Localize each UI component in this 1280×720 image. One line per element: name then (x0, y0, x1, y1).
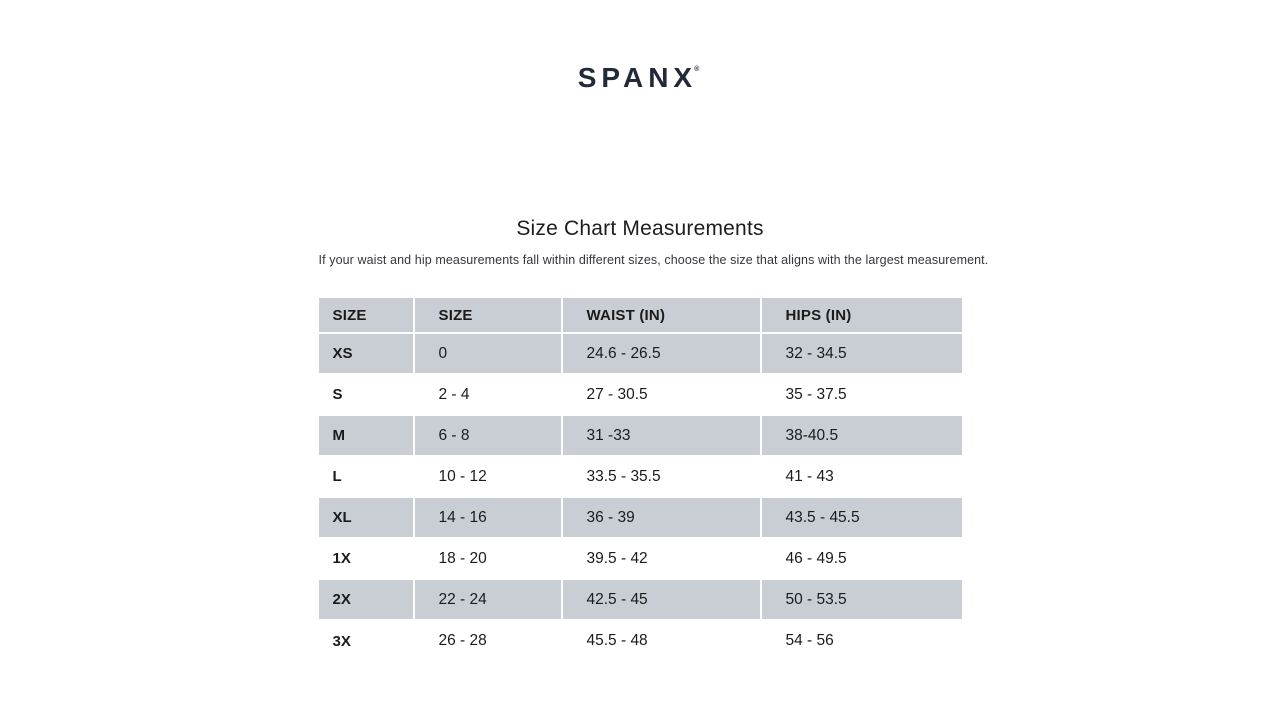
cell-size-label: 2X (318, 579, 415, 621)
cell-size-range: 0 (413, 333, 563, 375)
cell-size-label: L (318, 456, 415, 498)
cell-hips: 32 - 34.5 (760, 333, 962, 375)
cell-waist: 39.5 - 42 (561, 538, 762, 580)
size-guidance-note: If your waist and hip measurements fall … (318, 253, 989, 267)
cell-waist: 31 -33 (561, 415, 762, 457)
cell-waist: 24.6 - 26.5 (561, 333, 762, 375)
cell-size-range: 26 - 28 (413, 620, 563, 661)
cell-hips: 35 - 37.5 (760, 374, 962, 416)
cell-size-label: S (318, 374, 415, 416)
size-chart-content: Size Chart Measurements If your waist an… (318, 216, 989, 661)
cell-size-label: XS (318, 333, 415, 375)
cell-hips: 46 - 49.5 (760, 538, 962, 580)
cell-size-range: 10 - 12 (413, 456, 563, 498)
size-chart-table-head: SIZE SIZE WAIST (IN) HIPS (IN) (318, 298, 962, 334)
cell-size-range: 18 - 20 (413, 538, 563, 580)
column-header-size-label: SIZE (318, 298, 415, 334)
cell-hips: 41 - 43 (760, 456, 962, 498)
cell-size-label: M (318, 415, 415, 457)
cell-waist: 33.5 - 35.5 (561, 456, 762, 498)
trademark-icon: ® (694, 66, 700, 73)
size-chart-table-body: XS 0 24.6 - 26.5 32 - 34.5 S 2 - 4 27 - 30.5 35… (318, 333, 962, 661)
page-header: SPANX® (0, 64, 1280, 92)
page-title: Size Chart Measurements (516, 217, 764, 240)
spanx-logo-text: SPANX (577, 62, 698, 93)
cell-hips: 38-40.5 (760, 415, 962, 457)
cell-hips: 54 - 56 (785, 632, 834, 649)
table-row-3x: 3X 26 - 28 45.5 - 48 54 - 56 (318, 620, 962, 661)
table-row-2x: 2X 22 - 24 42.5 - 45 50 - 53.5 (318, 579, 962, 621)
cell-waist: 27 - 30.5 (561, 374, 762, 416)
cell-size-label: XL (318, 497, 415, 539)
column-header-waist: WAIST (IN) (561, 298, 762, 334)
column-header-size-range: SIZE (413, 298, 563, 334)
cell-size-label: 3X (318, 620, 415, 661)
table-row-l: L 10 - 12 33.5 - 35.5 41 - 43 (318, 456, 962, 498)
cell-hips: 50 - 53.5 (760, 579, 962, 621)
table-row-xs: XS 0 24.6 - 26.5 32 - 34.5 (318, 333, 962, 375)
spanx-logo: SPANX® (578, 64, 703, 92)
cell-hips: 43.5 - 45.5 (760, 497, 962, 539)
cell-waist: 36 - 39 (561, 497, 762, 539)
cell-size-range: 2 - 4 (413, 374, 563, 416)
table-row-1x: 1X 18 - 20 39.5 - 42 46 - 49.5 (318, 538, 962, 580)
cell-size-range: 22 - 24 (413, 579, 563, 621)
column-header-hips: HIPS (IN) (760, 298, 962, 334)
cell-size-range: 6 - 8 (413, 415, 563, 457)
cell-size-range: 14 - 16 (413, 497, 563, 539)
cell-size-label: 1X (318, 538, 415, 580)
table-header-row: SIZE SIZE WAIST (IN) HIPS (IN) (318, 298, 962, 334)
cell-waist: 45.5 - 48 (561, 620, 762, 661)
table-row-xl: XL 14 - 16 36 - 39 43.5 - 45.5 (318, 497, 962, 539)
size-chart-table: SIZE SIZE WAIST (IN) HIPS (IN) XS 0 24.6 - 26… (318, 298, 962, 661)
cell-waist: 42.5 - 45 (561, 579, 762, 621)
